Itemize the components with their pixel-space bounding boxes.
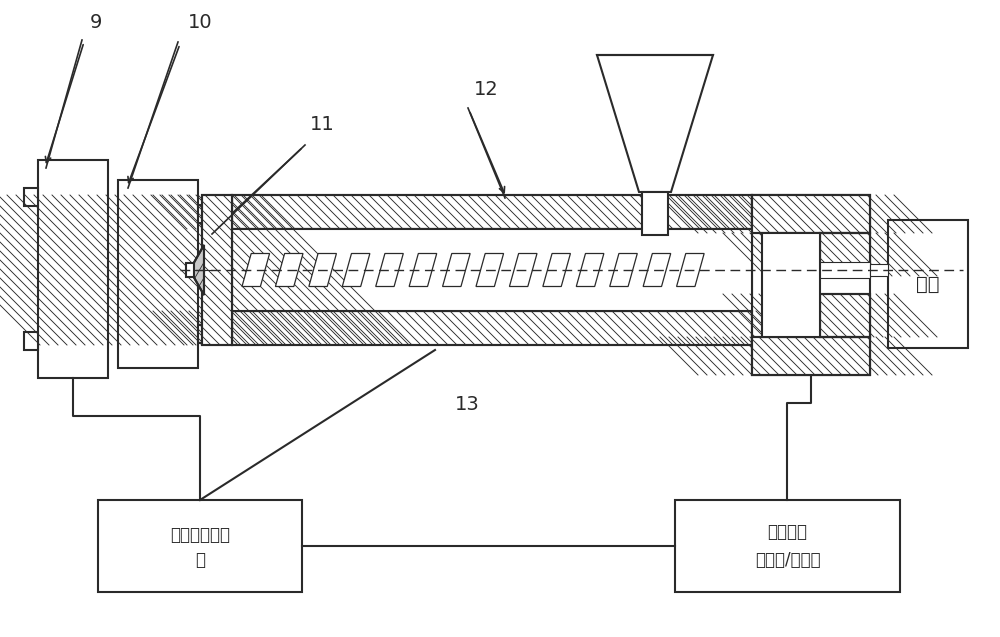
- Bar: [232, 195, 752, 229]
- Polygon shape: [192, 245, 204, 295]
- Bar: [820, 294, 870, 337]
- Bar: [752, 337, 870, 375]
- Polygon shape: [342, 254, 370, 287]
- Polygon shape: [409, 254, 437, 287]
- Bar: [642, 192, 668, 235]
- Polygon shape: [543, 254, 570, 287]
- Bar: [232, 311, 752, 345]
- Bar: [202, 195, 232, 345]
- Bar: [98, 500, 302, 592]
- Bar: [820, 233, 870, 276]
- Bar: [820, 262, 870, 278]
- Bar: [24, 188, 38, 206]
- Bar: [870, 264, 888, 276]
- Polygon shape: [192, 245, 204, 295]
- Bar: [232, 311, 752, 345]
- Bar: [888, 220, 968, 348]
- Bar: [820, 233, 870, 276]
- Bar: [232, 311, 752, 345]
- Bar: [118, 180, 198, 368]
- Bar: [752, 337, 870, 375]
- Bar: [198, 325, 212, 343]
- Bar: [752, 195, 870, 233]
- Bar: [232, 195, 752, 229]
- Polygon shape: [576, 254, 604, 287]
- Bar: [675, 500, 900, 592]
- Bar: [198, 205, 212, 223]
- Bar: [820, 294, 870, 337]
- Text: 驱动单元: 驱动单元: [767, 523, 807, 541]
- Text: 统: 统: [195, 551, 205, 569]
- Bar: [202, 195, 232, 345]
- Text: 注塑机控制系: 注塑机控制系: [170, 526, 230, 544]
- Polygon shape: [643, 254, 671, 287]
- Polygon shape: [476, 254, 504, 287]
- Polygon shape: [509, 254, 537, 287]
- Bar: [752, 337, 870, 375]
- Bar: [186, 263, 194, 277]
- Bar: [820, 294, 870, 337]
- Text: 9: 9: [90, 13, 102, 32]
- Text: 13: 13: [455, 395, 480, 414]
- Text: 10: 10: [188, 13, 213, 32]
- Polygon shape: [242, 254, 270, 287]
- Polygon shape: [309, 254, 336, 287]
- Polygon shape: [597, 55, 713, 192]
- Bar: [752, 195, 870, 375]
- Polygon shape: [443, 254, 470, 287]
- Bar: [752, 195, 870, 233]
- Bar: [24, 332, 38, 350]
- Polygon shape: [610, 254, 637, 287]
- Polygon shape: [376, 254, 403, 287]
- Polygon shape: [275, 254, 303, 287]
- Text: 11: 11: [310, 115, 335, 134]
- Bar: [202, 195, 232, 345]
- Polygon shape: [677, 254, 704, 287]
- Bar: [820, 233, 870, 276]
- Bar: [762, 233, 820, 337]
- Bar: [752, 195, 870, 233]
- Bar: [38, 160, 108, 378]
- Text: 马达: 马达: [916, 275, 940, 294]
- Text: （液压/电动）: （液压/电动）: [755, 551, 820, 569]
- Bar: [232, 195, 752, 229]
- Polygon shape: [192, 245, 204, 295]
- Text: 12: 12: [474, 80, 499, 99]
- Bar: [232, 229, 752, 311]
